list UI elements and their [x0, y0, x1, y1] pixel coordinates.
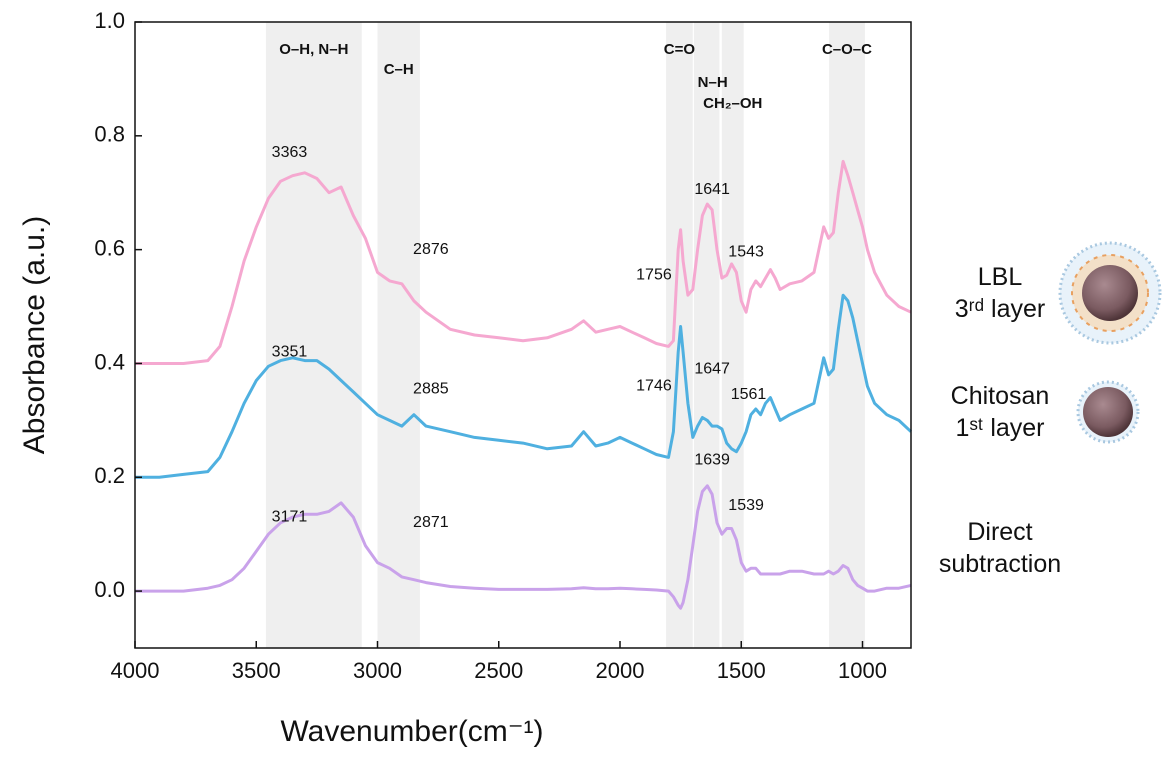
peak-label: 3351 — [272, 343, 308, 360]
x-tick-label: 2000 — [596, 658, 645, 683]
x-tick-label: 3000 — [353, 658, 402, 683]
peak-label: 1543 — [728, 244, 764, 261]
peak-label: 1561 — [731, 386, 767, 403]
band-label: O–H, N–H — [279, 41, 348, 58]
x-tick-label: 1500 — [717, 658, 766, 683]
band-label: CH₂–OH — [703, 95, 762, 112]
x-tick-label: 2500 — [474, 658, 523, 683]
y-tick-label: 0.8 — [94, 122, 125, 147]
band — [377, 22, 420, 648]
peak-label: 2871 — [413, 514, 449, 531]
y-tick-label: 0.0 — [94, 577, 125, 602]
peak-label: 1539 — [728, 497, 764, 514]
particle-icon — [1076, 380, 1140, 444]
y-tick-label: 0.2 — [94, 463, 125, 488]
series-line — [135, 293, 913, 479]
x-tick-label: 1000 — [838, 658, 887, 683]
peak-label: 1756 — [636, 266, 672, 283]
band-label: C–H — [384, 61, 414, 78]
peak-label: 2876 — [413, 241, 449, 258]
peak-label: 1639 — [694, 451, 730, 468]
x-tick-label: 4000 — [111, 658, 160, 683]
band — [693, 22, 720, 648]
particle-icon — [1058, 241, 1162, 345]
peak-label: 1746 — [636, 377, 672, 394]
peak-label: 3363 — [272, 144, 308, 161]
band-label: N–H — [698, 74, 728, 91]
peak-label: 1647 — [694, 360, 730, 377]
y-tick-label: 0.4 — [94, 349, 125, 374]
y-tick-label: 1.0 — [94, 8, 125, 33]
series-line — [135, 159, 912, 365]
legend-label: LBL 3ʳᵈ layer — [954, 263, 1046, 323]
peak-label: 1641 — [694, 181, 730, 198]
x-axis-label: Wavenumber(cm⁻¹) — [280, 715, 543, 748]
peak-label: 3171 — [272, 508, 308, 525]
legend-label: Chitosan 1ˢᵗ layer — [950, 382, 1050, 442]
peak-label: 2885 — [413, 380, 449, 397]
x-tick-label: 3500 — [232, 658, 281, 683]
series-line — [135, 484, 912, 610]
band — [721, 22, 744, 648]
band-label: C–O–C — [822, 41, 872, 58]
band-label: C=O — [664, 41, 696, 58]
legend-label: Direct subtraction — [938, 518, 1062, 578]
band — [829, 22, 865, 648]
plot-frame — [134, 21, 912, 649]
y-tick-label: 0.6 — [94, 235, 125, 260]
band — [265, 22, 362, 648]
y-axis-label: Absorbance (a.u.) — [18, 216, 51, 454]
